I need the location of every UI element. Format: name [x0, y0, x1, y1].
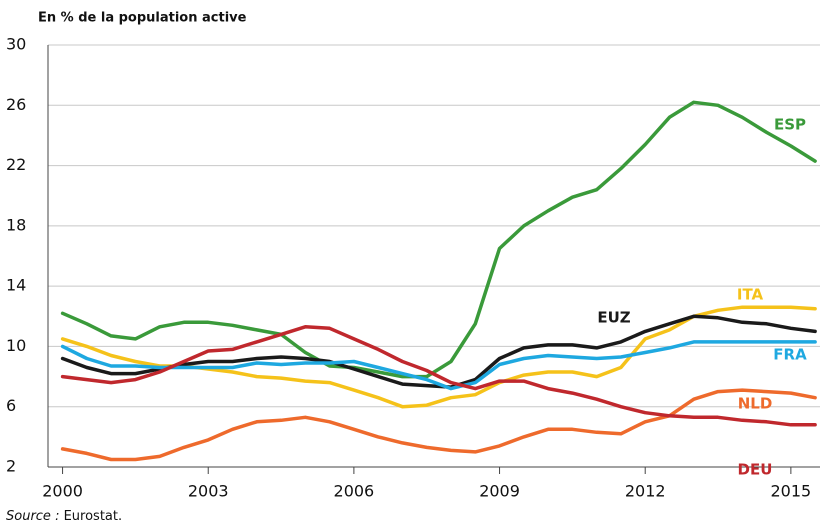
x-tick-label: 2003	[188, 482, 229, 501]
series-label: FRA	[773, 346, 807, 364]
x-tick-label: 2006	[334, 482, 375, 501]
x-tick-label: 2015	[771, 482, 812, 501]
y-tick-label: 6	[6, 396, 16, 415]
y-tick-label: 18	[6, 215, 26, 234]
x-tick-label: 2000	[42, 482, 83, 501]
x-tick-label: 2012	[625, 482, 666, 501]
series-label: EUZ	[597, 309, 630, 327]
y-tick-label: 14	[6, 276, 26, 295]
series-line	[60, 314, 817, 389]
source-note: Source : Eurostat.	[6, 509, 122, 524]
series-label: ITA	[737, 286, 764, 304]
y-tick-label: 26	[6, 95, 26, 114]
series-line	[60, 388, 817, 462]
y-tick-label: 22	[6, 155, 26, 174]
series-line	[60, 100, 817, 379]
y-tick-label: 30	[6, 35, 26, 54]
y-tick-label: 2	[6, 457, 16, 476]
series-label: DEU	[738, 461, 773, 479]
source-label: Source :	[6, 509, 59, 524]
x-tick-label: 2009	[479, 482, 520, 501]
chart-title: En % de la population active	[38, 11, 247, 26]
source-text: Eurostat.	[64, 509, 123, 524]
series-label: NLD	[738, 395, 773, 413]
series-line	[60, 325, 817, 427]
series-label: ESP	[774, 116, 806, 134]
y-tick-label: 10	[6, 336, 26, 355]
series-line	[60, 340, 817, 391]
